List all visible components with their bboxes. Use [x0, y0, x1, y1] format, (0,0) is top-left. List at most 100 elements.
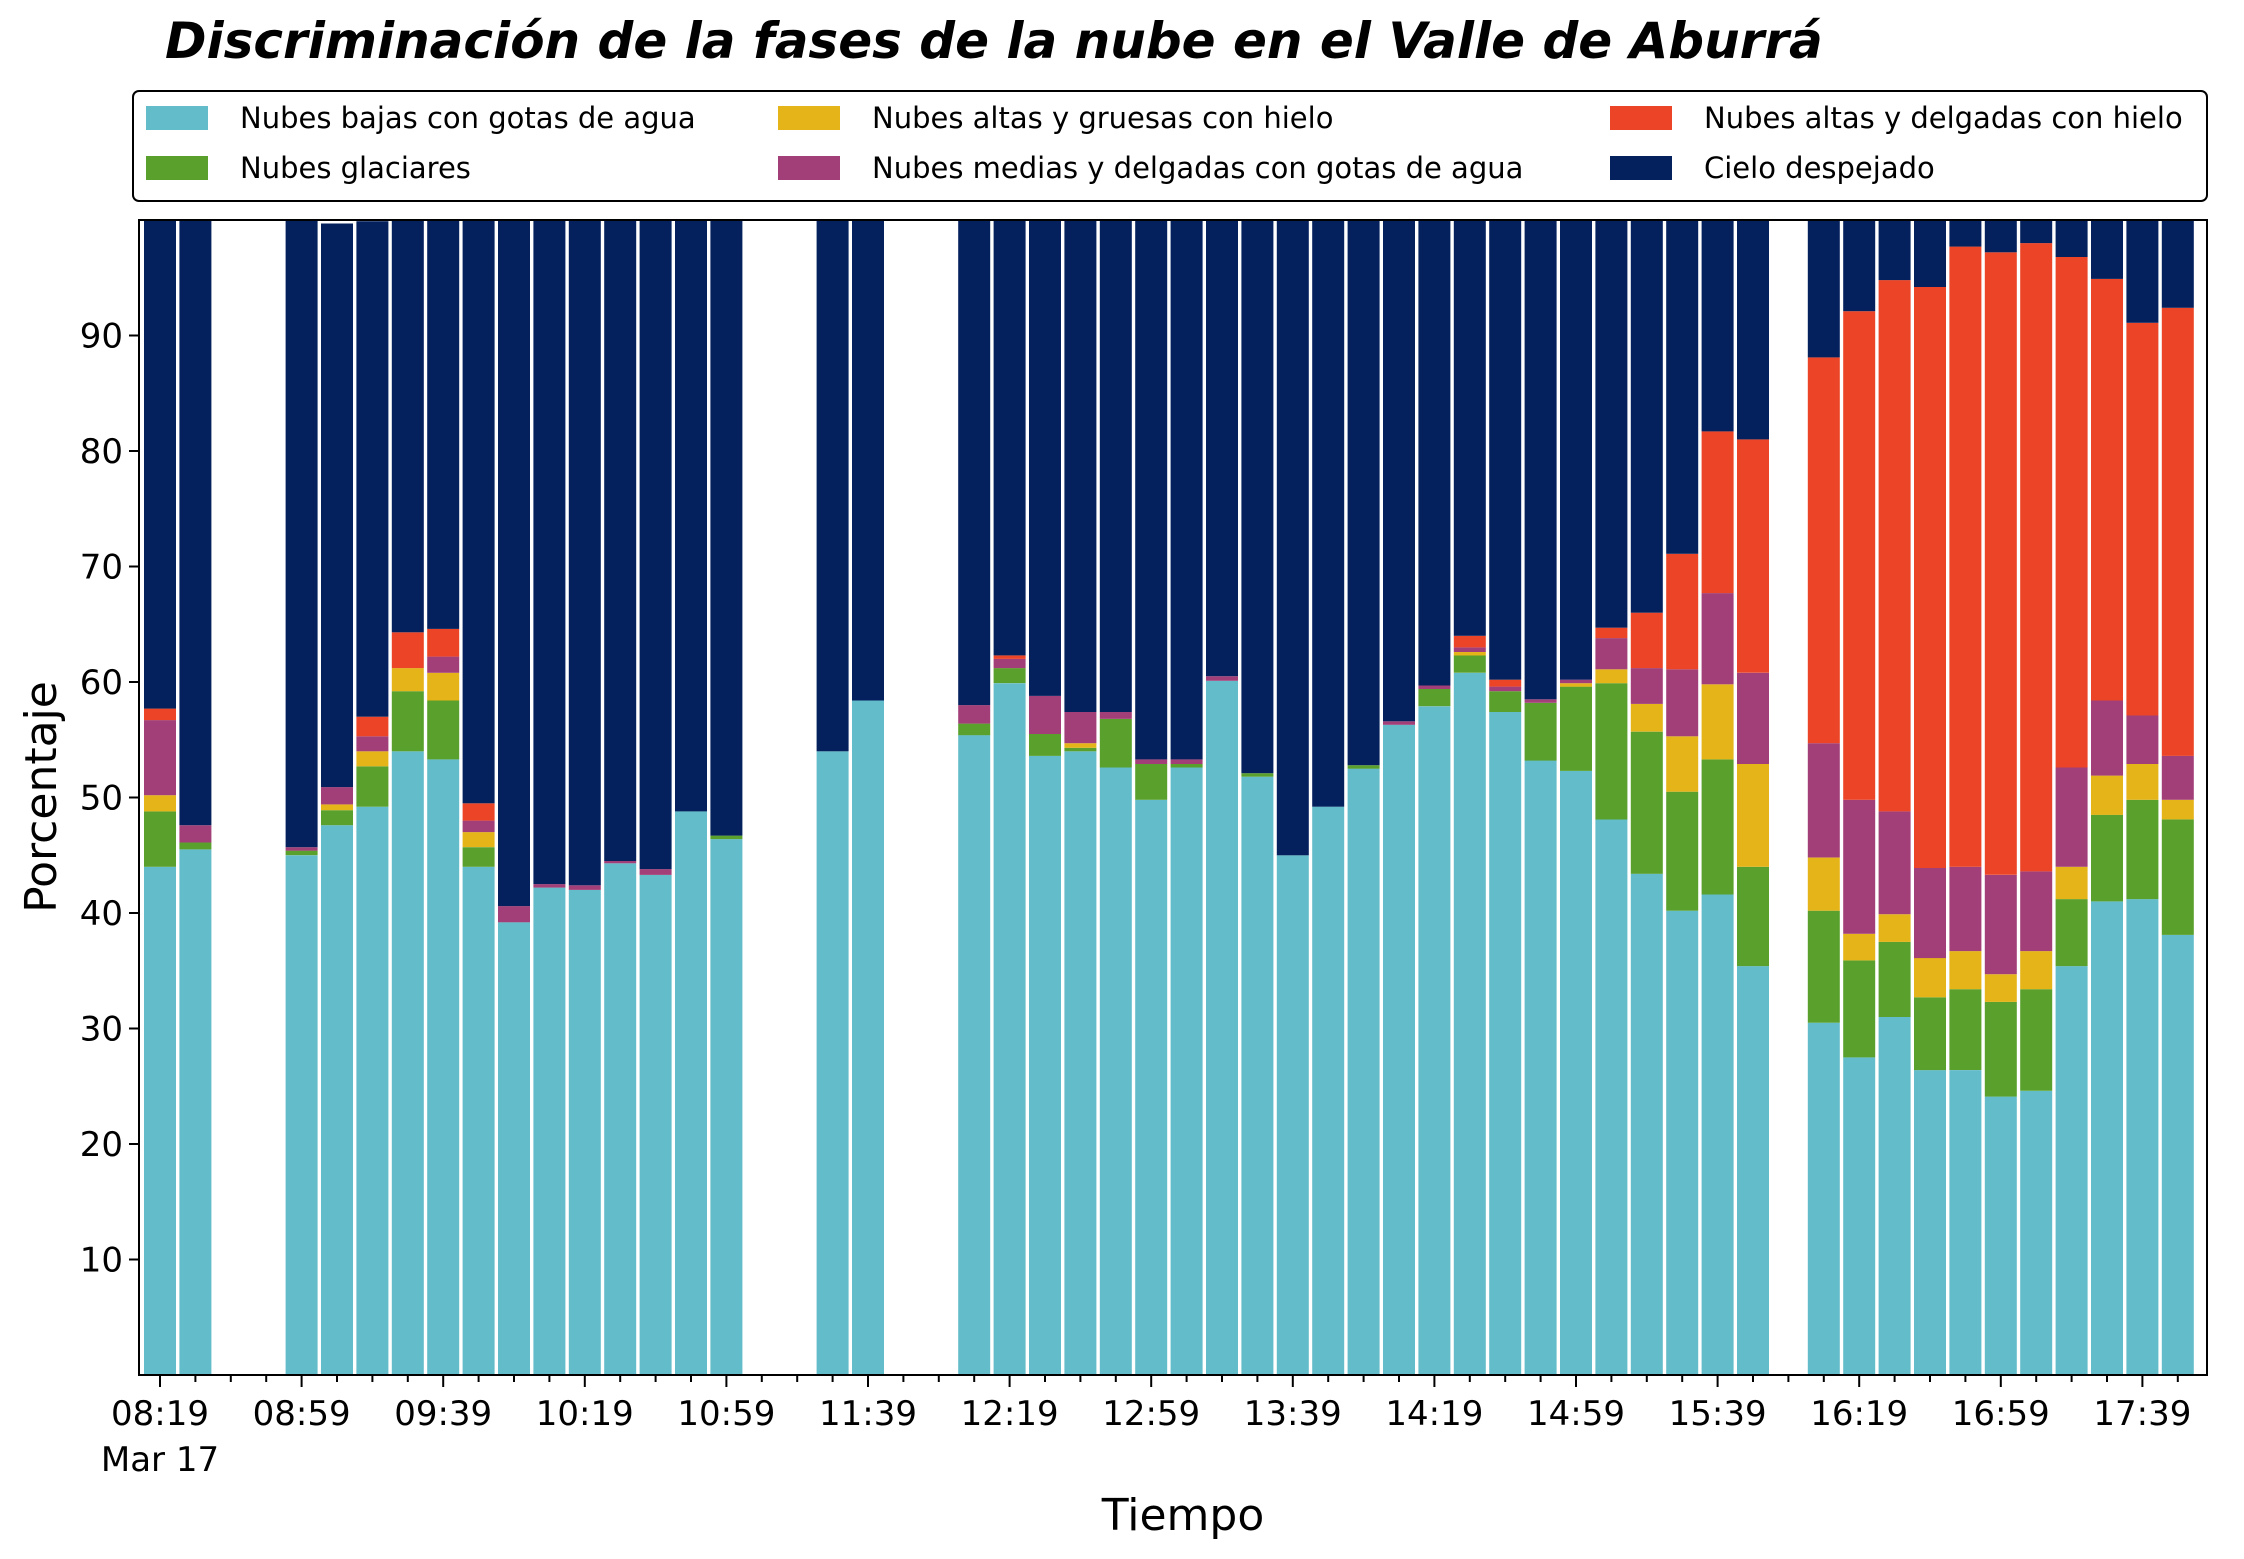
- bar-segment: [2126, 899, 2159, 1375]
- bar-segment: [1984, 974, 2017, 1002]
- bar-segment: [1241, 773, 1274, 777]
- y-tick-label: 80: [80, 432, 123, 472]
- bar-segment: [2161, 307, 2194, 756]
- bar-segment: [1029, 220, 1061, 696]
- bar-segment: [285, 850, 318, 856]
- bar-segment: [462, 220, 495, 804]
- bar-segment: [1807, 357, 1840, 744]
- bar-segment: [1560, 683, 1592, 687]
- legend-swatch: [146, 156, 208, 180]
- bar-segment: [2161, 755, 2194, 800]
- bar-segment: [391, 632, 424, 669]
- x-tick-label: 16:59: [1952, 1394, 2050, 1434]
- legend-swatch: [146, 106, 208, 130]
- bar-segment: [533, 887, 566, 1375]
- bar-segment: [427, 700, 460, 760]
- x-tick-label: 08:19: [111, 1394, 209, 1434]
- bar-segment: [2055, 220, 2088, 257]
- bar-segment: [2091, 775, 2123, 815]
- bar-segment: [1170, 759, 1203, 764]
- bar-segment: [1064, 712, 1097, 744]
- legend-label: Nubes bajas con gotas de agua: [240, 101, 696, 135]
- bar-segment: [1064, 743, 1097, 748]
- bar-segment: [1453, 672, 1486, 1375]
- bar-segment: [568, 889, 601, 1375]
- bar-segment: [1383, 220, 1415, 722]
- legend-label: Nubes altas y delgadas con hielo: [1704, 101, 2183, 135]
- bar-segment: [1701, 684, 1734, 760]
- bar-segment: [356, 716, 389, 737]
- bar-segment: [321, 787, 353, 805]
- x-tick-label: 14:59: [1527, 1394, 1625, 1434]
- bar-segment: [1984, 220, 2017, 253]
- bar-segment: [852, 220, 884, 701]
- bar-segment: [2055, 257, 2088, 768]
- bar-segment: [1630, 220, 1663, 613]
- bar-segment: [1383, 724, 1415, 1375]
- bar-segment: [2055, 866, 2088, 900]
- y-axis: 10 20 30 40 50 60 70 80 90: [80, 317, 139, 1281]
- bar-segment: [1949, 951, 1982, 990]
- bar-segment: [533, 884, 566, 888]
- bar-segment: [391, 691, 424, 752]
- bar-segment: [1595, 638, 1628, 670]
- bar-segment: [1170, 220, 1203, 760]
- x-tick-label: 11:39: [819, 1394, 917, 1434]
- bar-segment: [1737, 966, 1769, 1375]
- bar-segment: [1489, 712, 1522, 1375]
- bar-segment: [1276, 855, 1309, 1376]
- bar-segment: [1701, 593, 1734, 685]
- bar-segment: [1843, 220, 1876, 312]
- bar-segment: [2091, 814, 2123, 902]
- bar-segment: [2020, 243, 2053, 872]
- x-tick-label: 15:39: [1669, 1394, 1767, 1434]
- bar-segment: [993, 683, 1026, 1375]
- bar-segment: [1843, 960, 1876, 1058]
- bar-segment: [1312, 220, 1345, 807]
- bar-segment: [1524, 702, 1557, 761]
- x-tick-label: 10:19: [536, 1394, 634, 1434]
- bar-segment: [1206, 680, 1238, 1375]
- bar-segment: [1701, 894, 1734, 1375]
- bar-segment: [391, 220, 424, 633]
- bar-segment: [1949, 989, 1982, 1070]
- bar-segment: [391, 668, 424, 692]
- bar-segment: [1807, 857, 1840, 911]
- bar-segment: [144, 220, 176, 709]
- x-tick-label: 10:59: [677, 1394, 775, 1434]
- bar-segment: [1418, 685, 1451, 689]
- bar-segment: [1064, 220, 1097, 712]
- bar-segment: [2020, 1090, 2053, 1375]
- bar-segment: [498, 906, 530, 923]
- bar-segment: [1347, 768, 1380, 1375]
- bar-segment: [675, 811, 707, 1375]
- bar-segment: [958, 220, 991, 706]
- bar-segment: [1241, 220, 1274, 774]
- bar-segment: [1347, 220, 1380, 766]
- legend-swatch: [778, 156, 840, 180]
- bar-segment: [321, 825, 353, 1375]
- bar-segment: [1914, 997, 1946, 1071]
- legend-label: Nubes altas y gruesas con hielo: [872, 101, 1333, 135]
- bar-segment: [1524, 760, 1557, 1375]
- bar-segment: [852, 700, 884, 1375]
- bar-segment: [1595, 683, 1628, 820]
- bar-segment: [462, 803, 495, 821]
- bar-segment: [1135, 220, 1168, 760]
- bar-segment: [2161, 220, 2194, 308]
- bar-segment: [179, 849, 212, 1375]
- bar-segment: [1843, 1057, 1876, 1375]
- bar-segment: [1453, 652, 1486, 656]
- bar-segment: [1206, 220, 1238, 677]
- y-tick-label: 60: [80, 663, 123, 703]
- bar-segment: [1099, 220, 1132, 712]
- bar-segment: [427, 656, 460, 673]
- bar-segment: [1206, 676, 1238, 681]
- bar-segment: [2161, 799, 2194, 820]
- bar-segment: [356, 736, 389, 752]
- bar-segment: [1914, 868, 1946, 959]
- bar-segment: [1630, 668, 1663, 704]
- bar-segment: [1560, 686, 1592, 771]
- y-tick-label: 90: [80, 317, 123, 357]
